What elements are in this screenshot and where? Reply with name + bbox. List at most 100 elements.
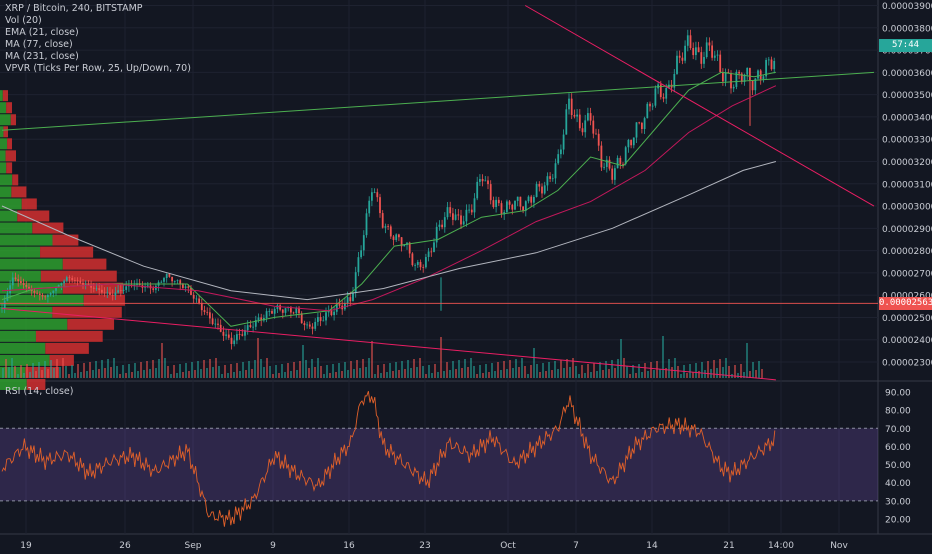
vpvr-row-up	[0, 210, 18, 222]
candle-body	[543, 185, 546, 194]
candle-body	[492, 200, 495, 208]
candle-body	[570, 98, 573, 116]
candle-body	[713, 55, 716, 58]
candle-body	[538, 184, 541, 187]
volume-bar	[473, 366, 475, 378]
indicator-vpvr[interactable]: VPVR (Ticks Per Row, 25, Up/Down, 70)	[5, 63, 191, 74]
candle-body	[6, 293, 9, 301]
vpvr-row-up	[0, 222, 33, 234]
vpvr-row-down	[6, 162, 13, 174]
volume-bar	[599, 362, 601, 378]
candle-body	[338, 304, 341, 306]
volume-bar	[611, 360, 613, 378]
volume-bar	[584, 373, 586, 378]
candle-body	[751, 80, 754, 91]
volume-bar	[608, 369, 610, 378]
volume-bar	[383, 364, 385, 378]
time-tick-label: 7	[573, 541, 579, 550]
indicator-volume[interactable]: Vol (20)	[5, 15, 42, 26]
price-tick-label: 0.00002500	[882, 314, 932, 324]
volume-bar	[545, 371, 547, 378]
candle-body	[700, 52, 703, 64]
candle-body	[349, 297, 352, 302]
candle-body	[678, 55, 681, 58]
candle-body	[36, 292, 38, 294]
volume-bar	[431, 373, 433, 378]
candle-body	[400, 237, 403, 247]
candle-body	[740, 73, 743, 83]
volume-bar	[164, 358, 166, 378]
candle-body	[246, 325, 249, 331]
volume-bar	[344, 362, 346, 378]
candle-body	[446, 207, 449, 218]
volume-bar	[425, 374, 427, 378]
candle-body	[705, 42, 708, 58]
candle-body	[114, 292, 117, 296]
candle-body	[465, 209, 468, 222]
candle-body	[659, 84, 662, 98]
volume-bar	[728, 366, 730, 378]
ma77-line	[1, 85, 777, 312]
price-tick-label: 0.00002700	[882, 269, 932, 279]
vpvr-row-up	[0, 306, 53, 318]
chart-title[interactable]: XRP / Bitcoin, 240, BITSTAMP	[5, 3, 143, 14]
candle-body	[176, 280, 179, 282]
candle-body	[47, 294, 49, 298]
volume-bar	[125, 373, 127, 378]
volume-bar	[416, 367, 418, 378]
candle-body	[708, 42, 711, 46]
candle-body	[95, 288, 98, 290]
trendline-descending	[1, 308, 776, 381]
volume-bar	[395, 362, 397, 378]
volume-bar	[722, 367, 724, 378]
volume-bar	[140, 362, 142, 378]
candle-body	[163, 278, 165, 282]
candle-body	[511, 204, 514, 210]
volume-bar	[755, 370, 757, 378]
volume-bar	[269, 366, 271, 378]
vpvr-row-down	[32, 222, 64, 234]
volume-bar	[230, 364, 232, 378]
candle-body	[87, 284, 90, 286]
indicator-ma77[interactable]: MA (77, close)	[5, 39, 73, 50]
candle-body	[9, 285, 11, 294]
volume-bar	[626, 366, 628, 378]
candle-body	[608, 159, 611, 169]
candle-body	[214, 323, 217, 325]
volume-bar	[38, 362, 40, 378]
volume-bar	[761, 369, 763, 378]
candle-body	[535, 184, 538, 197]
vpvr-row-up	[0, 126, 4, 138]
time-tick-label: 19	[20, 541, 32, 550]
indicator-ema21[interactable]: EMA (21, close)	[5, 27, 79, 38]
volume-bar	[596, 371, 598, 378]
candle-body	[719, 54, 722, 73]
volume-bar	[734, 365, 736, 378]
candle-body	[689, 35, 692, 49]
indicator-ma231[interactable]: MA (231, close)	[5, 51, 79, 62]
price-tick-label: 0.00002800	[882, 247, 932, 257]
volume-bar	[53, 368, 55, 378]
candle-body	[438, 224, 441, 227]
price-tick-label: 0.00003100	[882, 180, 932, 190]
volume-bar	[29, 372, 31, 378]
candle-body	[44, 296, 47, 298]
volume-bar	[446, 362, 448, 378]
candle-body	[746, 67, 749, 75]
price-tick-label: 0.00003900	[882, 2, 932, 12]
candle-body	[592, 120, 595, 134]
candle-body	[425, 257, 427, 268]
rsi-legend[interactable]: RSI (14, close)	[5, 386, 74, 397]
candle-body	[565, 109, 568, 135]
volume-bar	[536, 364, 538, 378]
volume-bar	[275, 365, 277, 378]
candle-body	[236, 334, 238, 341]
candle-body	[106, 292, 109, 294]
volume-bar	[386, 372, 388, 378]
candle-body	[568, 98, 570, 110]
volume-bar	[146, 361, 148, 378]
volume-bar	[440, 337, 442, 378]
candle-body	[452, 213, 454, 220]
